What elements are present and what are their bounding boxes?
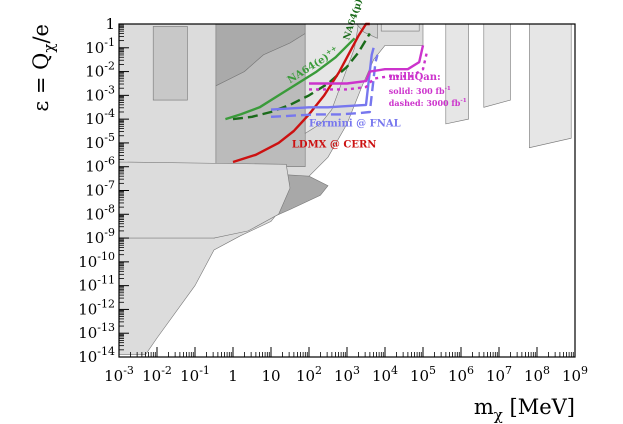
x-tick-labels: 10-3 10-2 10-1 1 10 102 103 104 105 106 107 108 109 — [104, 364, 588, 385]
y-tick-label: 10-1 — [85, 36, 115, 57]
sensitivity-curve — [225, 37, 356, 121]
curve-annotation: LDMX @ CERN — [292, 140, 377, 151]
sensitivity-curve — [232, 22, 370, 164]
y-tick-label: 10-3 — [85, 83, 115, 104]
y-tick-label: 10-14 — [78, 345, 115, 366]
excluded-region — [118, 161, 291, 239]
x-tick-label: 104 — [372, 364, 398, 385]
y-tick-label: 10-5 — [85, 131, 115, 152]
curve-annotation: Fermini @ FNAL — [309, 118, 401, 129]
projection-curves — [225, 22, 428, 164]
excluded-region — [529, 23, 572, 149]
y-tick-label: 10-12 — [78, 297, 115, 318]
excluded-regions — [118, 23, 572, 355]
y-tick-label: 10-6 — [85, 155, 115, 176]
y-tick-labels: 1 10-1 10-210-3 10-4 10-5 10-6 10-710-8 10-9 10-… — [78, 15, 115, 366]
y-tick-label: 10-11 — [78, 274, 115, 295]
x-tick-label: 103 — [334, 364, 360, 385]
excluded-region — [152, 26, 188, 101]
y-tick-label: 10-2 — [85, 60, 115, 81]
curve-annotation: dashed: 3000 fb-1 — [389, 98, 467, 108]
x-tick-label: 10-2 — [142, 364, 172, 385]
x-tick-label: 10-1 — [180, 364, 210, 385]
y-tick-label: 10-9 — [85, 226, 115, 247]
excluded-region — [380, 23, 420, 32]
y-tick-label: 10-10 — [78, 250, 115, 271]
x-tick-label: 109 — [562, 364, 588, 385]
excluded-region — [483, 23, 511, 108]
x-tick-label: 10-3 — [104, 364, 134, 385]
x-tick-label: 1 — [228, 367, 238, 385]
y-tick-label: 10-7 — [85, 179, 115, 200]
x-tick-label: 106 — [448, 364, 474, 385]
x-tick-label: 102 — [296, 364, 322, 385]
excluded-region — [445, 23, 469, 125]
curve-annotation: milliQan: — [389, 72, 441, 83]
y-tick-label: 10-8 — [85, 202, 115, 223]
y-tick-label: 10-4 — [85, 107, 115, 128]
sensitivity-curve — [232, 32, 371, 121]
x-tick-label: 108 — [524, 364, 550, 385]
x-tick-label: 105 — [410, 364, 436, 385]
x-axis-title: mχ [MeV] — [474, 395, 575, 424]
y-tick-label: 10-13 — [78, 321, 115, 342]
axis-ticks — [118, 23, 576, 358]
x-tick-label: 10 — [261, 367, 280, 385]
y-axis-title: ε = Qχ/e — [29, 24, 58, 112]
x-tick-label: 107 — [486, 364, 512, 385]
curve-annotation: solid: 300 fb-1 — [389, 86, 451, 96]
sensitivity-curve — [309, 45, 425, 85]
y-tick-label: 1 — [105, 15, 115, 33]
sensitivity-curve — [270, 47, 375, 111]
